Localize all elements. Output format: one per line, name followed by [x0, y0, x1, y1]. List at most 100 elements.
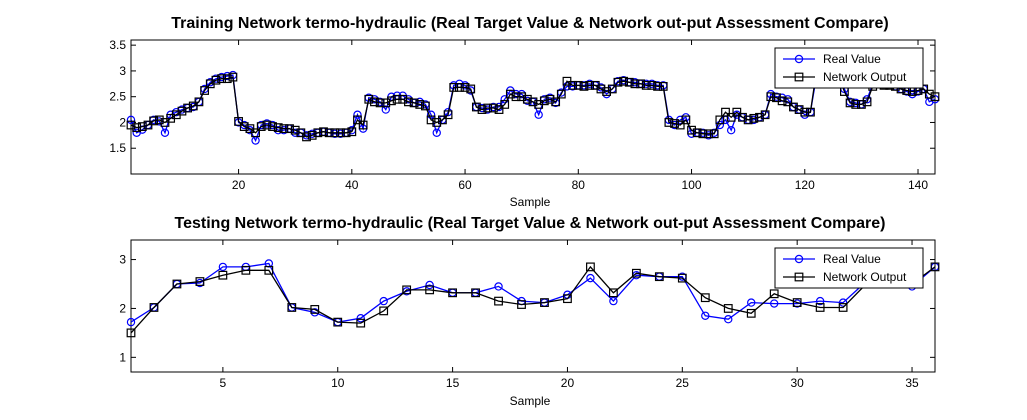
testing-series-network-output-point	[333, 317, 343, 327]
training-series-network-output-point	[772, 93, 781, 103]
testing-series-network-output-point	[172, 279, 182, 289]
training-series-network-output-point	[285, 124, 294, 134]
testing-series-real-value-point	[379, 296, 388, 306]
testing-legend: Real Value Network Output	[774, 247, 924, 289]
testing-series-real-value-point	[425, 280, 434, 290]
testing-series-real-value-point	[356, 314, 365, 323]
testing-series-network-output-point	[746, 308, 756, 318]
training-series-network-output-point	[251, 128, 260, 138]
testing-series-network-output-point	[310, 305, 320, 314]
testing-series-network-output-point	[356, 318, 366, 328]
training-series-network-output-point	[704, 129, 713, 139]
testing-xtick-label: 10	[331, 376, 345, 390]
training-series-network-output-point	[715, 115, 725, 125]
training-series-network-output-point	[466, 84, 476, 94]
testing-series-network-output-point	[126, 328, 136, 338]
training-ytick-label: 2	[119, 115, 126, 129]
training-series-network-output-point	[845, 98, 855, 108]
training-series-network-output-point	[517, 92, 527, 102]
training-series-network-output-point	[794, 105, 804, 114]
training-xtick-label: 120	[795, 178, 815, 192]
training-series-network-output-point	[200, 86, 210, 95]
training-series-network-output-point	[183, 103, 193, 113]
training-series-real-value-point	[353, 110, 362, 119]
training-series-network-output-point	[471, 102, 481, 112]
training-series-network-output-point	[738, 112, 747, 122]
testing-series-real-value-point	[747, 298, 756, 307]
training-series-real-value-point	[160, 128, 170, 137]
training-series-real-value-point	[726, 125, 736, 135]
training-series-network-output-point	[409, 98, 419, 108]
training-series-network-output-point	[760, 110, 770, 120]
training-series-network-output-point	[500, 100, 510, 109]
testing-series-network-output-point	[287, 303, 297, 312]
testing-series-network-output-point	[379, 306, 389, 316]
testing-legend-label: Real Value	[823, 252, 881, 266]
testing-series-network-output-point	[241, 265, 251, 275]
training-series-network-output-point	[528, 97, 538, 107]
training-series-network-output-point	[454, 83, 464, 92]
testing-series-real-value-point	[126, 317, 136, 327]
training-ytick-label: 1.5	[109, 141, 126, 155]
training-series-network-output-point	[698, 129, 708, 139]
training-series-network-output-point	[364, 94, 374, 104]
testing-series-real-value-point	[609, 296, 618, 306]
testing-legend-label: Network Output	[823, 270, 907, 284]
training-series-network-output-point	[777, 96, 787, 106]
testing-series-real-value-point	[838, 298, 848, 307]
training-series-network-output-point	[681, 115, 691, 125]
testing-xtick-label: 30	[790, 376, 804, 390]
testing-series-network-output-point	[195, 277, 205, 286]
testing-series-network-output-point	[792, 298, 802, 307]
training-series-network-output-point	[636, 79, 645, 89]
testing-xtick-label: 25	[676, 376, 690, 390]
training-series-network-output-point	[658, 81, 668, 91]
training-series-real-value-point	[534, 110, 543, 119]
training-series-network-output-point	[539, 96, 549, 106]
training-series-network-output-point	[551, 97, 561, 107]
training-series-network-output-point	[432, 118, 442, 127]
training-series-network-output-point	[862, 97, 872, 107]
training-series-network-output-point	[568, 80, 578, 90]
training-series-network-output-point	[426, 115, 436, 125]
testing-xtick-label: 20	[561, 376, 575, 390]
training-series-network-output-point	[800, 107, 810, 117]
training-xtick-label: 60	[458, 178, 472, 192]
testing-series-network-output-point	[540, 298, 549, 307]
testing-series-network-output-point	[769, 289, 779, 299]
training-series-network-output-point	[290, 125, 300, 135]
training-series-network-output-point	[347, 127, 357, 137]
training-series-network-output-point	[687, 125, 696, 135]
training-series-network-output-point	[624, 77, 634, 87]
training-legend-label: Network Output	[823, 70, 907, 84]
training-series-network-output-point	[392, 94, 402, 104]
training-series-network-output-point	[228, 72, 238, 82]
training-series-network-output-point	[556, 89, 566, 99]
testing-series-network-output-point	[815, 303, 825, 312]
training-series-network-output-point	[477, 105, 487, 114]
training-series-network-output-point	[313, 128, 323, 138]
training-series-real-value-point	[432, 128, 441, 137]
training-series-network-output-point	[511, 92, 521, 102]
training-series-network-output-point	[545, 94, 555, 104]
training-series-network-output-point	[675, 120, 685, 130]
training-series-network-output-point	[324, 128, 334, 138]
testing-series-network-output-point	[838, 303, 848, 312]
testing-series-real-value-point	[724, 315, 733, 324]
training-xtick-label: 40	[345, 178, 359, 192]
training-series-network-output-point	[319, 127, 328, 137]
testing-series-network-output-point	[563, 294, 572, 304]
training-series-network-output-point	[726, 112, 736, 122]
testing-series-real-value-point	[701, 311, 710, 320]
training-series-network-output-point	[421, 101, 430, 111]
training-series-network-output-point	[149, 116, 159, 126]
training-series-network-output-point	[585, 80, 595, 90]
testing-xtick-label: 35	[905, 376, 919, 390]
testing-series-network-output-point	[586, 262, 595, 272]
training-series-network-output-point	[341, 128, 351, 138]
training-series-network-output-point	[336, 128, 345, 138]
training-series-network-output-point	[262, 120, 272, 130]
testing-chart: Testing Network termo-hydraulic (Real Ta…	[119, 215, 940, 408]
training-xtick-label: 140	[908, 178, 928, 192]
